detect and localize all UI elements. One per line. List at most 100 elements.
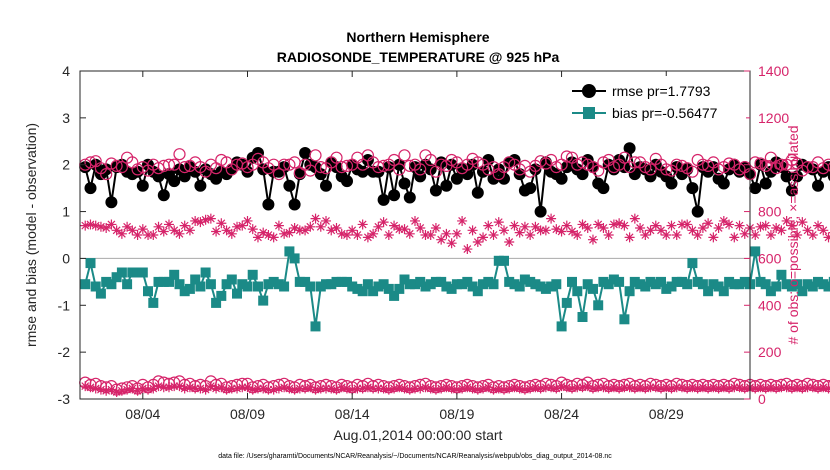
obs-assimilated-point: [467, 383, 478, 394]
bias-point: [556, 321, 567, 332]
bias-point: [535, 281, 546, 292]
obs-assimilated-point: [692, 383, 703, 394]
rmse-point: [136, 179, 149, 192]
obs-assimilated-point: [399, 383, 410, 394]
obs-assimilated-point: [200, 384, 211, 395]
obs-assimilated-point: [122, 221, 133, 232]
obs-assimilated-point: [341, 383, 352, 394]
bias-point: [786, 281, 797, 292]
rmse-point: [283, 179, 296, 192]
plot-frame: [79, 70, 751, 400]
rmse-point: [717, 177, 730, 190]
obs-assimilated-point: [158, 382, 169, 393]
obs-assimilated-point: [535, 383, 546, 394]
bias-point: [184, 283, 195, 294]
rmse-point: [168, 175, 181, 188]
bias-point: [85, 258, 96, 269]
rmse-point: [827, 171, 830, 182]
obs-assimilated-point: [305, 221, 316, 232]
obs-assimilated-point: [713, 383, 724, 394]
y-right-tick-label: 800: [758, 204, 782, 220]
obs-possible-point: [424, 153, 437, 167]
obs-assimilated-point: [676, 219, 687, 230]
bias-point: [802, 279, 813, 290]
bias-point: [781, 279, 792, 290]
obs-possible-point: [550, 161, 563, 174]
obs-assimilated-point: [776, 382, 787, 393]
obs-assimilated-point: [362, 232, 373, 243]
obs-assimilated-point: [786, 220, 797, 231]
bias-point: [467, 281, 478, 292]
obs-assimilated-point: [792, 382, 803, 393]
bias-point: [106, 279, 117, 290]
obs-assimilated-point: [294, 225, 305, 236]
y-right-tick-label: 1200: [758, 110, 789, 126]
obs-possible-point: [675, 159, 689, 172]
obs-assimilated-point: [106, 219, 117, 230]
bias-point: [122, 279, 133, 290]
rmse-point: [785, 184, 798, 197]
series-obs-possible-upper-: [79, 148, 830, 181]
obs-assimilated-point: [137, 383, 148, 394]
obs-assimilated-point: [247, 224, 258, 235]
obs-assimilated-point: [457, 383, 468, 394]
obs-assimilated-point: [341, 230, 352, 240]
obs-possible-point: [162, 158, 176, 171]
obs-assimilated-point: [802, 225, 813, 236]
obs-possible-point: [283, 158, 296, 171]
obs-assimilated-point: [237, 382, 248, 393]
obs-assimilated-point: [127, 383, 138, 394]
obs-assimilated-point: [509, 382, 520, 393]
obs-assimilated-point: [321, 383, 332, 394]
y-left-tick-label: -3: [58, 391, 71, 407]
obs-assimilated-point: [603, 383, 614, 394]
rmse-point: [440, 179, 453, 192]
bias-point: [813, 276, 823, 287]
obs-possible-point: [267, 158, 280, 171]
obs-possible-point: [435, 158, 448, 171]
rmse-point: [178, 170, 191, 183]
obs-assimilated-point: [263, 230, 274, 240]
obs-assimilated-point: [232, 221, 243, 232]
bias-point: [750, 246, 761, 257]
bias-point: [221, 279, 232, 290]
obs-assimilated-point: [551, 224, 562, 235]
bias-point: [404, 279, 415, 290]
bias-point: [226, 274, 237, 285]
y-right-tick-label: 1000: [758, 157, 789, 173]
obs-possible-point: [560, 150, 573, 163]
obs-assimilated-point: [451, 228, 462, 239]
obs-assimilated-point: [321, 215, 332, 226]
obs-assimilated-point: [310, 384, 321, 395]
obs-assimilated-point: [603, 230, 614, 240]
bias-point: [661, 283, 672, 294]
obs-assimilated-point: [347, 225, 358, 236]
rmse-point: [157, 189, 170, 202]
obs-assimilated-point: [498, 384, 509, 395]
obs-assimilated-point: [656, 383, 667, 394]
obs-assimilated-point: [279, 228, 290, 239]
rmse-point: [471, 186, 484, 199]
obs-assimilated-point: [823, 383, 830, 394]
obs-assimilated-point: [792, 230, 803, 240]
bias-point: [551, 279, 562, 290]
obs-assimilated-point: [718, 382, 729, 393]
bias-point: [415, 276, 426, 287]
y-left-tick-label: 4: [62, 63, 70, 79]
bias-point: [713, 281, 724, 292]
obs-assimilated-point: [425, 230, 436, 240]
bias-point: [111, 272, 122, 283]
obs-assimilated-point: [336, 228, 347, 239]
obs-assimilated-point: [263, 384, 274, 395]
obs-assimilated-point: [619, 382, 630, 393]
bias-point: [127, 267, 138, 278]
obs-assimilated-point: [294, 383, 305, 394]
obs-assimilated-point: [116, 385, 127, 396]
bias-point: [394, 283, 405, 294]
bias-point: [169, 269, 180, 280]
bias-point: [148, 297, 159, 308]
bias-point: [101, 276, 112, 287]
obs-assimilated-point: [331, 222, 342, 233]
rmse-point: [812, 179, 824, 192]
obs-possible-point: [733, 163, 746, 176]
